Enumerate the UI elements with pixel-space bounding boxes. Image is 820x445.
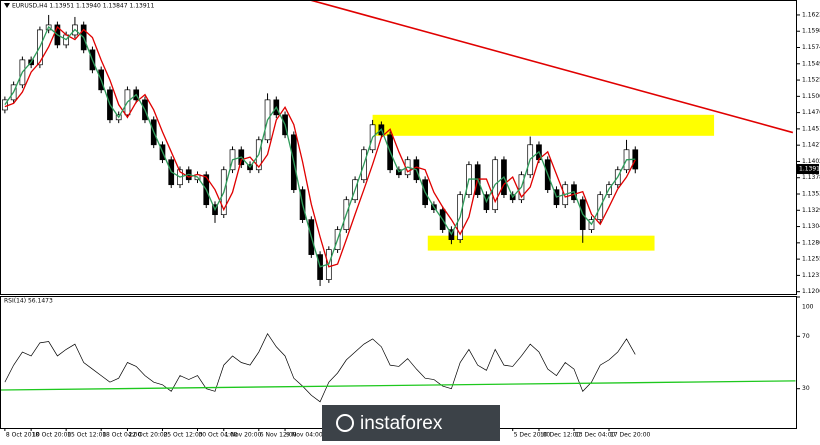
y-tick-label: 1.14515: [802, 125, 820, 132]
y-tick-label: 1.14760: [802, 109, 820, 116]
y-tick-label: 1.13780: [802, 174, 820, 181]
x-tick-label: 13 Dec 04:00: [575, 432, 616, 439]
candle-body: [2, 99, 8, 111]
y-tick-label: 100: [802, 304, 814, 311]
trend-line: [1, 380, 796, 391]
trend-line: [311, 1, 794, 134]
x-tick-label: 6 Nov 12:00: [260, 432, 297, 439]
y-tick-label: 1.13290: [802, 207, 820, 214]
y-tick-label: 1.16230: [802, 11, 820, 18]
y-tick-label: 1.15740: [802, 44, 820, 51]
x-tick-label: 10 Dec 12:00: [540, 432, 581, 439]
y-tick-label: 1.15985: [802, 28, 820, 35]
y-tick-label: 1.15495: [802, 60, 820, 67]
moving-average: [4, 25, 636, 268]
x-tick-label: 17 Dec 20:00: [610, 432, 651, 439]
rsi-line: [4, 332, 636, 403]
moving-average: [4, 25, 636, 268]
x-tick-label: 10 Oct 20:00: [32, 432, 71, 439]
last-price-box: [797, 164, 819, 175]
price-plot: [2, 1, 794, 287]
y-tick-label: 70: [802, 333, 810, 340]
y-tick-label: 1.12065: [802, 288, 820, 295]
y-tick-label: 1.12310: [802, 272, 820, 279]
y-tick-label: 1.12800: [802, 239, 820, 246]
y-tick-label: 1.14270: [802, 142, 820, 149]
x-tick-label: 18 Oct 04:00: [102, 432, 141, 439]
y-tick-label: 1.12555: [802, 256, 820, 263]
x-tick-label: 15 Oct 12:00: [67, 432, 106, 439]
y-tick-label: 30: [802, 385, 810, 392]
watermark-icon: [336, 414, 354, 432]
y-tick-label: 1.15250: [802, 77, 820, 84]
x-tick-label: 5 Dec 20:00: [514, 432, 551, 439]
symbol-icon: [4, 3, 10, 8]
y-tick-label: 1.13045: [802, 223, 820, 230]
price-panel: [0, 0, 797, 295]
watermark: instaforex: [360, 413, 443, 434]
x-tick-label: 1 Nov 20:00: [225, 432, 262, 439]
y-tick-label: 1.14025: [802, 158, 820, 165]
x-tick-label: 30 Oct 04:00: [198, 432, 237, 439]
watermark-box: [322, 405, 500, 441]
x-tick-label: 8 Oct 2018: [6, 432, 39, 439]
y-tick-label: 1.15005: [802, 93, 820, 100]
x-tick-label: 9 Nov 04:00: [286, 432, 323, 439]
rsi-title: RSI(14) 56.1473: [4, 298, 53, 305]
rsi-plot: [1, 332, 796, 403]
y-tick-label: 1.13535: [802, 191, 820, 198]
x-tick-label: 25 Oct 12:00: [163, 432, 202, 439]
zone: [372, 114, 715, 136]
zone: [427, 235, 655, 251]
last-price-label: 1.13911: [799, 166, 820, 173]
chart-title: EURUSD,H4 1.13951 1.13940 1.13847 1.1391…: [12, 3, 154, 10]
x-tick-label: 22 Oct 20:00: [128, 432, 167, 439]
